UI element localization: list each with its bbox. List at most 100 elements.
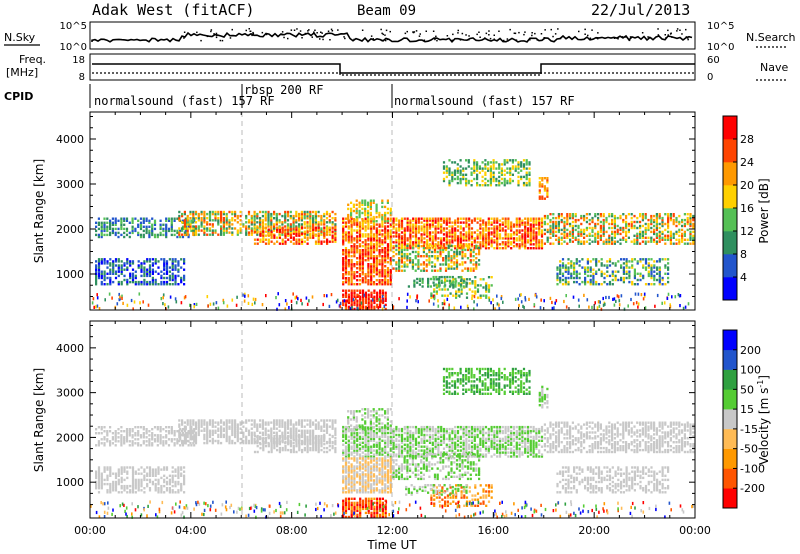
power-cell	[667, 218, 670, 222]
velocity-cell	[154, 468, 157, 471]
power-cell	[328, 233, 331, 236]
power-cell	[417, 219, 420, 222]
power-cell	[350, 220, 353, 223]
power-cell	[616, 216, 619, 220]
velocity-cell	[134, 438, 137, 441]
power-cell	[361, 299, 365, 302]
power-cell	[379, 299, 382, 302]
power-cell	[633, 276, 636, 280]
power-cell	[134, 227, 137, 231]
power-cell	[355, 211, 358, 215]
power-cell	[528, 179, 531, 183]
velocity-cell	[148, 430, 151, 433]
power-cell	[375, 255, 378, 258]
power-cell	[455, 250, 459, 254]
power-cell	[683, 224, 686, 228]
power-cell	[214, 214, 217, 218]
power-cell	[284, 236, 287, 239]
power-cell	[526, 247, 530, 250]
velocity-cell	[129, 489, 132, 492]
power-cell	[347, 295, 350, 298]
power-cell	[512, 233, 516, 236]
power-cell	[358, 201, 361, 204]
power-cell	[389, 247, 392, 250]
power-cell	[459, 179, 462, 183]
power-noise-cell	[637, 292, 640, 296]
power-cell	[386, 283, 390, 286]
noise-search-dot	[331, 30, 334, 32]
power-cell	[148, 283, 152, 286]
power-cell	[414, 221, 418, 224]
power-noise-cell	[343, 299, 346, 303]
velocity-cell	[100, 482, 103, 486]
power-noise-cell	[265, 294, 267, 298]
power-cell	[381, 265, 384, 268]
power-cell	[433, 265, 437, 268]
power-cell	[276, 240, 279, 243]
power-cell	[398, 267, 401, 270]
velocity-cell	[162, 436, 165, 439]
power-cell	[490, 227, 493, 230]
power-cell	[465, 217, 468, 220]
power-cell	[567, 283, 570, 286]
power-cell	[525, 173, 528, 176]
power-cell	[442, 239, 446, 242]
power-cell	[312, 236, 315, 239]
power-cell	[347, 299, 350, 302]
power-colorbar-tick-label: 4	[740, 271, 747, 284]
power-cell	[586, 266, 589, 269]
power-cell	[633, 214, 636, 218]
power-cell	[490, 241, 493, 244]
power-cell	[177, 262, 180, 265]
power-cell	[358, 283, 362, 286]
power-cell	[447, 255, 450, 258]
velocity-cell	[189, 437, 192, 441]
power-cell	[556, 274, 559, 278]
power-cell	[581, 266, 584, 269]
power-cell	[103, 223, 106, 226]
power-cell	[398, 219, 401, 222]
power-cell	[559, 276, 562, 280]
power-cell	[500, 163, 503, 166]
power-cell	[289, 236, 293, 239]
noise-search-dot	[679, 29, 681, 31]
power-cell	[642, 274, 645, 278]
power-cell	[364, 239, 367, 242]
noise-search-dot	[476, 33, 478, 36]
power-cell	[109, 227, 112, 231]
power-cell	[427, 279, 430, 282]
power-cell	[386, 201, 389, 204]
power-noise-cell	[217, 306, 220, 310]
power-cell	[500, 173, 503, 176]
velocity-cell	[163, 484, 166, 488]
power-cell	[549, 224, 552, 228]
power-cell	[358, 249, 362, 252]
power-cell	[482, 235, 485, 238]
power-cell	[571, 216, 574, 220]
power-cell	[384, 253, 387, 256]
cpid-segment-1: normalsound (fast) 157 RF	[94, 94, 275, 108]
velocity-cell	[125, 432, 129, 435]
power-cell	[370, 275, 373, 278]
power-cell	[571, 214, 574, 218]
nave-tick-bottom: 0	[707, 72, 713, 83]
power-cell	[163, 258, 166, 261]
power-cell	[367, 249, 370, 252]
power-cell	[148, 266, 152, 269]
power-cell	[367, 239, 370, 242]
power-cell	[378, 241, 381, 244]
power-cell	[525, 177, 528, 181]
power-cell	[361, 221, 364, 224]
power-cell	[163, 280, 166, 284]
power-cell	[518, 217, 521, 220]
power-cell	[261, 219, 264, 222]
power-cell	[493, 227, 496, 230]
noise-search-dot	[283, 36, 285, 39]
noise-search-dot	[432, 30, 435, 32]
velocity-cell	[181, 428, 185, 431]
power-cell	[574, 224, 577, 228]
power-noise-cell	[599, 300, 601, 304]
velocity-cell	[203, 429, 206, 432]
power-cell	[620, 276, 623, 280]
power-cell	[495, 167, 498, 170]
